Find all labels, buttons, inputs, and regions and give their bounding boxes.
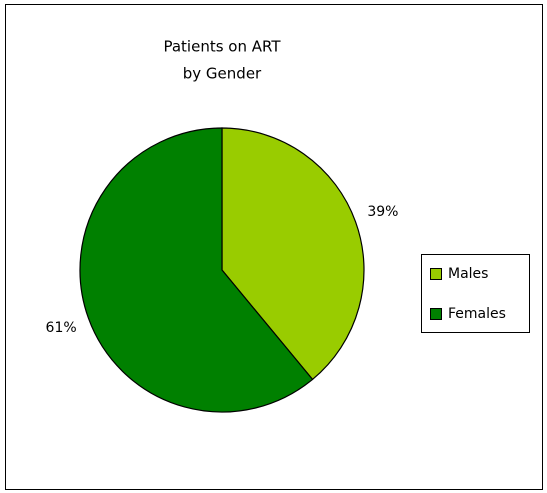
chart-title: Patients on ART: [163, 38, 281, 56]
legend-swatch: [430, 308, 442, 320]
legend-label: Females: [448, 306, 506, 322]
data-label: 61%: [46, 320, 77, 336]
legend-label: Males: [448, 266, 488, 282]
legend-swatch: [430, 268, 442, 280]
pie-slice: [79, 127, 314, 413]
pie-slice: [221, 127, 365, 381]
chart-title: by Gender: [183, 65, 262, 83]
data-label: 39%: [367, 204, 398, 220]
